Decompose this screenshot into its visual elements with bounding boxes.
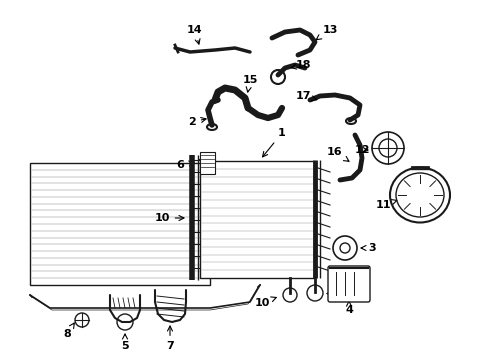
Text: 13: 13	[316, 25, 337, 40]
FancyBboxPatch shape	[327, 266, 369, 302]
Text: 1: 1	[262, 128, 285, 157]
Text: 10: 10	[154, 213, 183, 223]
Text: 10: 10	[254, 297, 276, 308]
Text: 12: 12	[353, 145, 369, 155]
Text: 16: 16	[326, 147, 348, 161]
Text: 18: 18	[291, 60, 310, 70]
Text: 9: 9	[326, 290, 343, 300]
Text: 2: 2	[188, 117, 205, 127]
Polygon shape	[30, 163, 209, 285]
Text: 7: 7	[166, 326, 174, 351]
Text: 15: 15	[242, 75, 257, 92]
Text: 14: 14	[187, 25, 203, 44]
Text: 11: 11	[374, 199, 396, 210]
Text: 6: 6	[176, 160, 194, 170]
Text: 4: 4	[345, 301, 352, 315]
Polygon shape	[200, 161, 314, 278]
Text: 5: 5	[121, 334, 128, 351]
Text: 3: 3	[360, 243, 375, 253]
Bar	[200, 152, 215, 174]
Text: 17: 17	[295, 91, 316, 101]
Text: 8: 8	[63, 323, 74, 339]
